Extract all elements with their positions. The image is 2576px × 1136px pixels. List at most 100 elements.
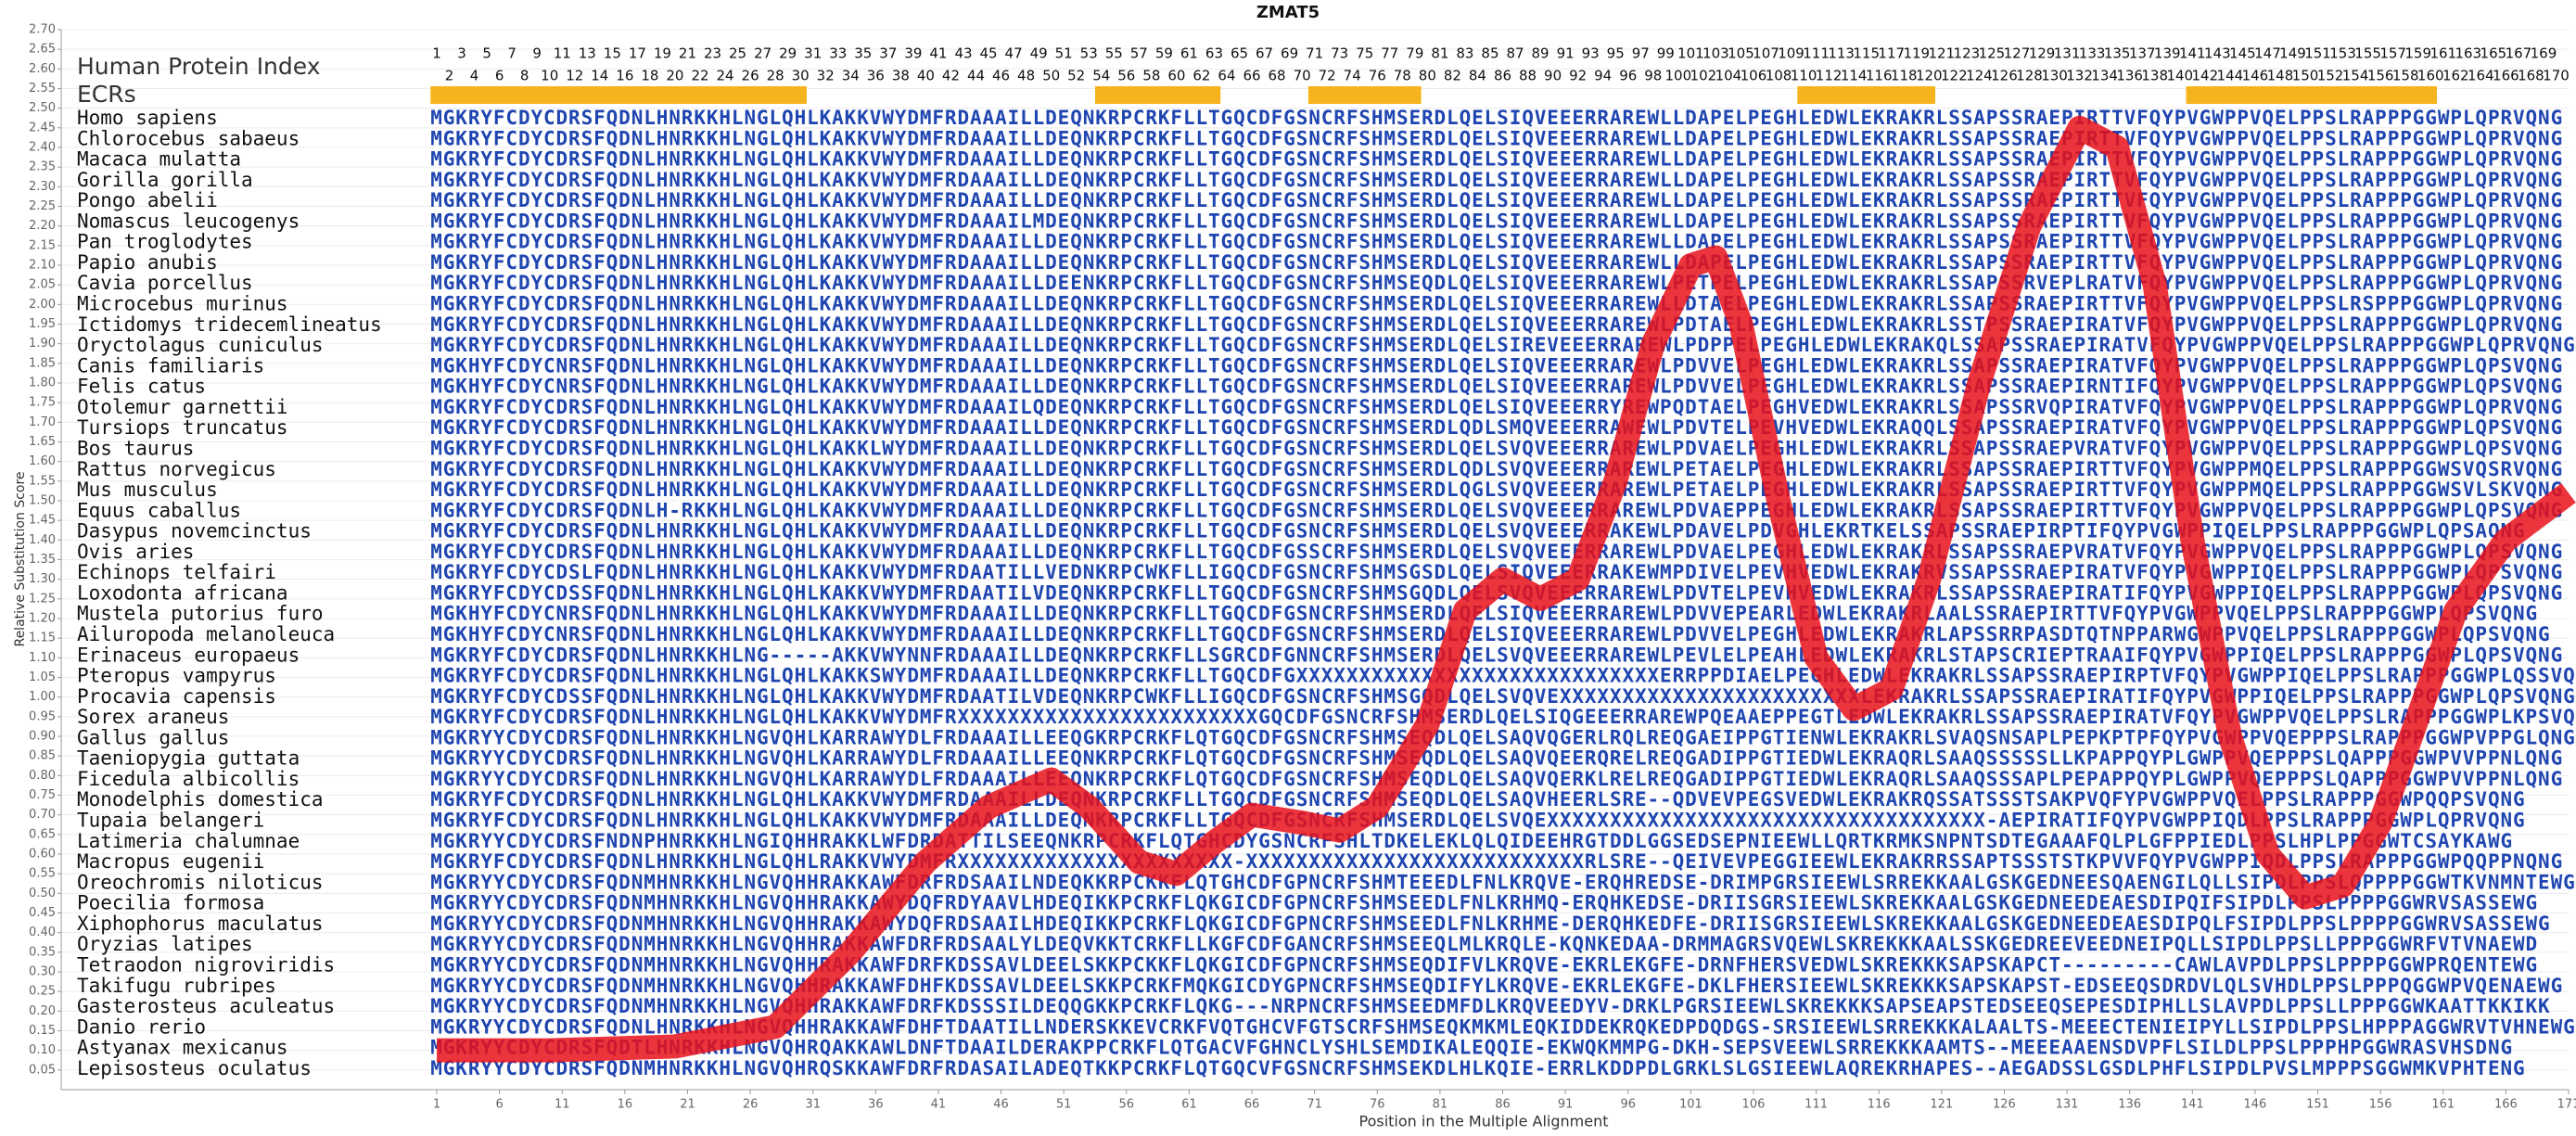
index-number: 165 (2480, 45, 2507, 62)
ecr-label: ECRs (77, 81, 136, 108)
index-number: 120 (1916, 68, 1943, 84)
y-tick-label: 2.25 (29, 199, 56, 213)
index-number: 62 (1192, 68, 1210, 84)
index-number: 51 (1055, 45, 1073, 62)
index-number: 94 (1594, 68, 1612, 84)
index-number: 25 (729, 45, 746, 62)
sequence: MGKRYFCDYCDRSFQDNLHNRKKHLNGLQHLKAKKVWYDM… (430, 210, 2562, 232)
index-number: 115 (1853, 45, 1880, 62)
index-number: 42 (942, 68, 960, 84)
index-number: 154 (2342, 68, 2369, 84)
sequence: MGKRYFCDYCDRSFQDNLHNRKKHLNGLQHLKAKKVWYDM… (430, 231, 2562, 253)
x-tick-label: 56 (1119, 1098, 1135, 1112)
y-tick-label: 1.35 (29, 553, 56, 567)
y-tick-label: 1.65 (29, 435, 56, 449)
index-number: 98 (1644, 68, 1662, 84)
x-tick-label: 161 (2431, 1098, 2455, 1112)
y-tick-label: 0.15 (29, 1024, 56, 1038)
index-number: 90 (1544, 68, 1562, 84)
x-tick-label: 151 (2306, 1098, 2329, 1112)
species-name: Danio rerio (77, 1015, 206, 1038)
sequence: MGKRYYCDYCDRSFQDNLHNRKKHLNGVQHLKARRAWYDL… (430, 747, 2562, 770)
y-tick-label: 2.50 (29, 101, 56, 115)
species-name: Tetraodon nigroviridis (77, 953, 335, 976)
index-number: 103 (1702, 45, 1729, 62)
index-number: 134 (2091, 68, 2118, 84)
x-tick-label: 26 (743, 1098, 759, 1112)
index-number: 97 (1632, 45, 1650, 62)
sequence: MGKRYFCDYCDRSFQDNLHNRKKHLNGLQHLKAKKSWYDM… (430, 665, 2576, 687)
species-name: Rattus norvegicus (77, 458, 276, 480)
x-tick-label: 96 (1620, 1098, 1636, 1112)
x-tick-label: 76 (1370, 1098, 1385, 1112)
y-tick-label: 2.45 (29, 121, 56, 134)
sequence: MGKRYFCDYCDRSFQDNLHNRKKHLNGLQHLKAKKVWYDM… (430, 107, 2562, 129)
index-number: 101 (1677, 45, 1704, 62)
index-number: 70 (1294, 68, 1311, 84)
index-number: 3 (457, 45, 466, 62)
index-number: 54 (1092, 68, 1110, 84)
index-number: 138 (2141, 68, 2168, 84)
index-number: 47 (1005, 45, 1023, 62)
sequence: MGKRYFCDYCDRSFQDNLHNRKKHLNGLQHLKAKKVWYDM… (430, 148, 2562, 171)
species-name: Ovis aries (77, 541, 194, 563)
index-number: 100 (1665, 68, 1692, 84)
sequence: MGKRYYCDYCDRSFQDNMHNRKKHLNGVQHHRAKKAWFDR… (430, 933, 2537, 955)
x-tick-label: 141 (2181, 1098, 2204, 1112)
index-number: 110 (1791, 68, 1817, 84)
header-label: Human Protein Index (77, 53, 321, 80)
x-tick-label: 51 (1056, 1098, 1072, 1112)
index-number: 67 (1256, 45, 1273, 62)
sequence: MGKRYYCDYCDRSFQDNLHNRKKHLNGVQHLKARRAWYDL… (430, 726, 2575, 748)
y-tick-label: 0.80 (29, 769, 56, 783)
x-tick-label: 66 (1244, 1098, 1260, 1112)
species-name: Oreochromis niloticus (77, 871, 324, 893)
index-number: 130 (2041, 68, 2068, 84)
x-tick-label: 136 (2118, 1098, 2141, 1112)
sequence: MGKRYFCDYCDRSFQDNLHNRKKHLNGLQHLKAKKVWYDM… (430, 189, 2562, 211)
index-number: 32 (817, 68, 835, 84)
species-name: Latimeria chalumnae (77, 830, 300, 852)
x-tick-label: 126 (1993, 1098, 2016, 1112)
index-number: 12 (566, 68, 583, 84)
index-number: 69 (1281, 45, 1298, 62)
index-number: 10 (541, 68, 558, 84)
y-tick-label: 2.05 (29, 278, 56, 292)
index-number: 16 (616, 68, 633, 84)
index-number: 17 (629, 45, 646, 62)
index-number: 84 (1469, 68, 1486, 84)
index-number: 150 (2292, 68, 2319, 84)
x-axis-title: Position in the Multiple Alignment (1358, 1113, 1608, 1130)
index-number: 6 (495, 68, 504, 84)
species-name: Takifugu rubripes (77, 975, 276, 997)
index-number: 1 (432, 45, 441, 62)
y-tick-label: 0.95 (29, 709, 56, 723)
index-number: 131 (2054, 45, 2081, 62)
x-tick-label: 116 (1868, 1098, 1891, 1112)
species-name: Tursiops truncatus (77, 416, 288, 439)
index-number: 63 (1205, 45, 1223, 62)
index-number: 33 (829, 45, 847, 62)
index-number: 93 (1582, 45, 1600, 62)
index-number: 36 (867, 68, 885, 84)
index-number: 169 (2531, 45, 2557, 62)
index-number: 155 (2354, 45, 2381, 62)
index-number: 152 (2317, 68, 2344, 84)
species-name: Ailuropoda melanoleuca (77, 623, 335, 645)
index-number: 143 (2204, 45, 2231, 62)
index-number: 118 (1891, 68, 1918, 84)
index-number: 167 (2506, 45, 2532, 62)
index-number: 157 (2379, 45, 2406, 62)
y-tick-label: 1.45 (29, 514, 56, 528)
sequence: MGKRYYCDYCDRSFQDNMHNRKKHLNGVQHHRAKKAWFDH… (430, 975, 2562, 997)
index-number: 82 (1444, 68, 1461, 84)
y-tick-label: 0.70 (29, 808, 56, 822)
species-name: Pan troglodytes (77, 231, 253, 253)
chart-title: ZMAT5 (1256, 3, 1320, 22)
index-number: 113 (1828, 45, 1855, 62)
y-tick-label: 0.45 (29, 906, 56, 920)
y-tick-label: 1.60 (29, 454, 56, 468)
y-tick-label: 0.55 (29, 867, 56, 881)
species-name: Loxodonta africana (77, 581, 288, 604)
